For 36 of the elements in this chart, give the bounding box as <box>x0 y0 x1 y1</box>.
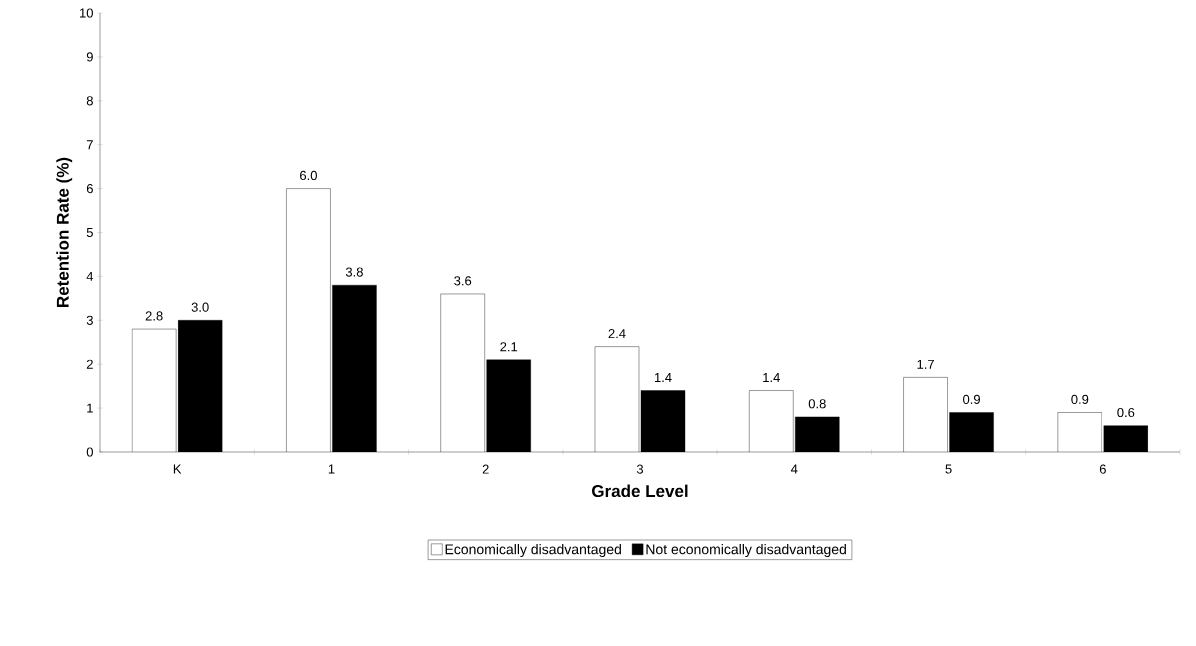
data-label: 2.1 <box>500 342 518 352</box>
y-tick-label: 7 <box>86 140 93 150</box>
x-tick-label: 5 <box>945 464 952 474</box>
x-tick-label: 1 <box>328 464 335 474</box>
data-label: 6.0 <box>300 170 317 181</box>
x-axis-title: Grade Level <box>592 484 688 498</box>
data-label: 0.9 <box>1071 394 1089 404</box>
y-tick-label: 2 <box>86 359 93 369</box>
x-tick-label: 6 <box>1099 464 1106 474</box>
x-tick-label: K <box>173 464 182 474</box>
y-tick-label: 5 <box>86 227 93 238</box>
data-label: 3.8 <box>345 267 363 277</box>
data-label: 0.6 <box>1117 407 1135 418</box>
y-tick-label: 10 <box>80 8 93 18</box>
data-label: 2.4 <box>608 329 626 339</box>
y-tick-label: 1 <box>87 403 93 413</box>
x-tick-label: 4 <box>790 464 798 474</box>
y-axis-title: Retention Rate (%) <box>56 157 73 307</box>
legend-label: Not economically disadvantaged <box>646 544 846 558</box>
y-tick-label: 0 <box>86 447 93 457</box>
data-label: 3.0 <box>191 302 209 312</box>
data-label: 0.9 <box>963 394 980 404</box>
legend-label: Economically disadvantaged <box>445 544 621 558</box>
y-tick-label: 6 <box>86 183 93 194</box>
y-tick-label: 3 <box>86 315 93 325</box>
x-tick-label: 3 <box>636 464 644 474</box>
y-tick-label: 9 <box>86 52 93 62</box>
data-label: 2.8 <box>145 311 163 321</box>
y-tick-label: 8 <box>86 96 93 106</box>
data-label: 1.4 <box>654 373 672 383</box>
data-label: 1.7 <box>917 359 934 369</box>
data-label: 1.4 <box>763 373 780 383</box>
y-tick-label: 4 <box>86 271 94 281</box>
x-tick-label: 2 <box>482 464 489 474</box>
data-label: 3.6 <box>454 276 472 286</box>
data-label: 0.8 <box>808 399 826 409</box>
